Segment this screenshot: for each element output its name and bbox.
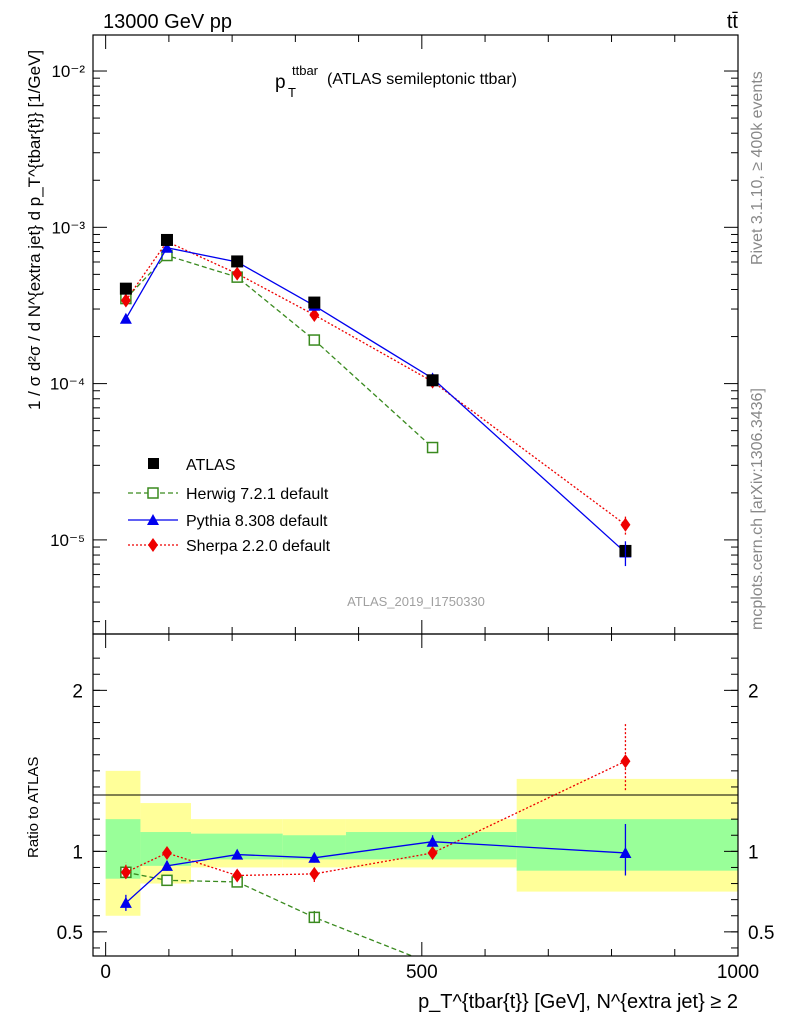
ratio-y-tick-label-left: 2 [72,681,83,702]
ratio-line-sherpa [125,760,626,877]
ratio-band-inner [516,819,738,871]
ratio-series-group [119,724,632,956]
top-line-sherpa [125,240,626,526]
top-point-atlas [426,374,439,387]
top-point-atlas [119,282,132,295]
ratio-y-tick-label-right: 2 [748,681,759,702]
ratio-y-tick-label-right: 1 [748,842,759,863]
plot-title-sup: ttbar [292,63,319,78]
top-point-sherpa [232,266,243,281]
top-line-pythia [125,247,626,554]
x-tick-label: 1000 [717,962,759,983]
top-point-pythia [160,241,173,253]
top-point-herwig [426,441,439,454]
ratio-point-sherpa [120,865,131,880]
legend: ATLAS Herwig 7.2.1 default Pythia 8.308 … [128,457,331,555]
top-y-tick-label: 10⁻³ [51,218,85,237]
ratio-point-sherpa [161,845,172,860]
legend-label-sherpa: Sherpa 2.2.0 default [186,538,331,555]
top-point-sherpa [120,293,131,308]
x-tick-label: 0 [100,962,111,983]
ratio-frame [92,633,739,957]
top-point-herwig [308,334,321,346]
top-y-tick-label: 10⁻⁵ [50,531,85,550]
x-axis-label: p_T^{tbar{t}} [GeV], N^{extra jet} ≥ 2 [418,991,738,1013]
legend-marker-atlas [148,458,159,469]
ratio-point-sherpa [427,845,438,860]
mcplots-label: mcplots.cern.ch [arXiv:1306.3436] [749,388,766,630]
ratio-line-pythia [125,841,626,904]
top-y-tick-label: 10⁻⁴ [50,375,85,394]
ratio-y-tick-label-left: 0.5 [57,923,83,944]
plot-title-rest: (ATLAS semileptonic ttbar) [327,71,517,88]
rivet-label: Rivet 3.1.10, ≥ 400k events [749,71,766,265]
ratio-point-pythia [231,848,244,860]
top-point-pythia [119,312,132,324]
top-point-atlas [160,233,173,246]
ratio-point-herwig [161,874,173,887]
top-y-tick-label: 10⁻² [51,62,85,81]
top-panel: 10⁻² 10⁻³ 10⁻⁴ 10⁻⁵ p ttbar T (ATLAS semile… [25,34,739,635]
legend-label-pythia: Pythia 8.308 default [186,513,328,530]
ratio-y-tick-label-right: 0.5 [748,923,774,944]
legend-marker-pythia [147,514,159,525]
legend-marker-sherpa [148,538,158,552]
header-right: tt̄ [727,11,739,33]
top-point-atlas [231,255,244,268]
top-point-sherpa [309,307,320,322]
x-tick-label: 500 [406,962,438,983]
ratio-y-axis-label: Ratio to ATLAS [25,757,42,858]
legend-label-atlas: ATLAS [186,457,236,474]
ratio-point-sherpa [232,868,243,883]
ratio-panel: 2 2 1 1 0.5 0.5 0 500 1000 Ratio to ATLAS p_T^{t… [25,633,774,1013]
ratio-y-tick-label-left: 1 [72,842,83,863]
plot-title-sub: T [288,85,296,100]
plot-title: p [275,72,286,93]
top-line-herwig [125,254,434,449]
legend-marker-herwig [147,487,159,499]
header-left: 13000 GeV pp [103,11,232,33]
legend-label-herwig: Herwig 7.2.1 default [186,486,329,503]
top-y-axis-label: 1 / σ d²σ / d N^{extra jet} d p_T^{tbar{… [25,50,44,410]
top-point-atlas [308,296,321,309]
analysis-watermark: ATLAS_2019_I1750330 [347,594,485,609]
